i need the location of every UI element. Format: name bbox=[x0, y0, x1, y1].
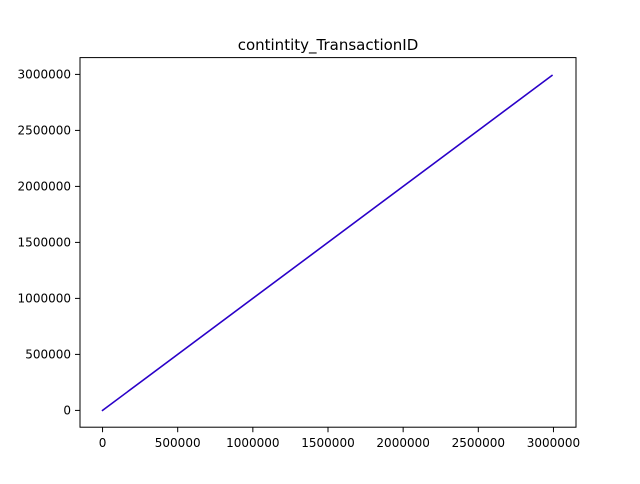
y-tick-label: 2000000 bbox=[18, 179, 71, 193]
x-tick-label: 2500000 bbox=[452, 436, 505, 450]
y-axis-ticks: 0 500000 1000000 1500000 2000000 2500000 30000… bbox=[18, 67, 80, 417]
x-tick-label: 3000000 bbox=[527, 436, 580, 450]
x-tick-label: 0 bbox=[99, 436, 107, 450]
y-tick-label: 3000000 bbox=[18, 67, 71, 81]
y-tick-label: 0 bbox=[63, 403, 71, 417]
y-tick-label: 2500000 bbox=[18, 123, 71, 137]
series-layer bbox=[101, 74, 554, 412]
x-axis-ticks: 0 500000 1000000 1500000 2000000 2500000 30000… bbox=[99, 427, 580, 450]
x-tick-label: 2000000 bbox=[376, 436, 429, 450]
y-tick-label: 500000 bbox=[25, 347, 71, 361]
x-tick-label: 1000000 bbox=[226, 436, 279, 450]
x-tick-label: 500000 bbox=[155, 436, 201, 450]
y-tick-label: 1500000 bbox=[18, 235, 71, 249]
x-tick-label: 1500000 bbox=[301, 436, 354, 450]
series-line bbox=[101, 74, 554, 412]
chart-title: contintity_TransactionID bbox=[238, 36, 419, 55]
plot-frame bbox=[79, 57, 577, 428]
y-tick-label: 1000000 bbox=[18, 291, 71, 305]
